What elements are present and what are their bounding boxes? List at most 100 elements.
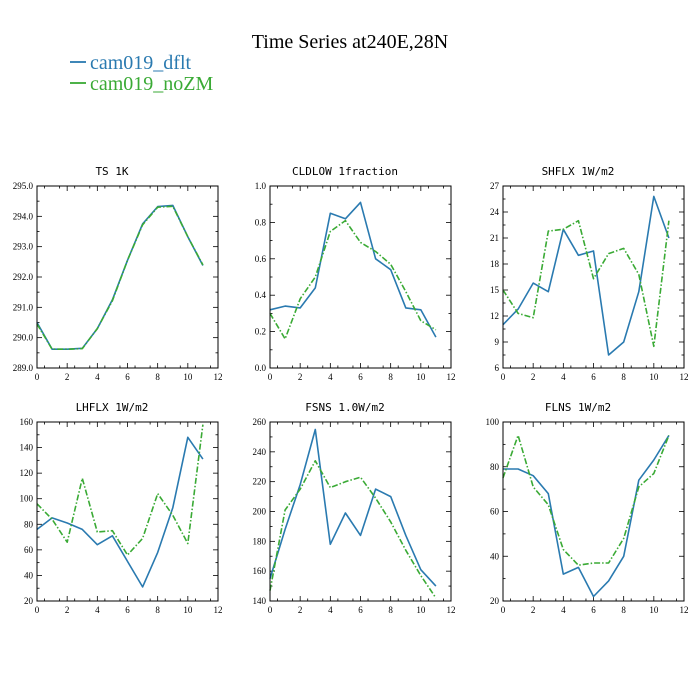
x-tick-label: 8 bbox=[155, 372, 160, 382]
y-tick-label: 294.0 bbox=[13, 211, 34, 221]
x-tick-label: 12 bbox=[447, 372, 456, 382]
y-tick-label: 0.8 bbox=[255, 217, 267, 227]
x-tick-label: 2 bbox=[298, 372, 303, 382]
y-tick-label: 18 bbox=[490, 259, 500, 269]
series-line-dflt bbox=[269, 428, 437, 587]
panel-6: FLNS 1W/m2 0 2 4 6 8 10 12 20 40 60 80 100 bbox=[486, 401, 689, 615]
y-tick-label: 291.0 bbox=[13, 302, 34, 312]
legend-item-nozm: cam019_noZM bbox=[70, 73, 214, 95]
series-line-nozm bbox=[502, 434, 670, 567]
x-tick-label: 6 bbox=[125, 372, 130, 382]
x-tick-label: 12 bbox=[680, 605, 689, 615]
x-tick-label: 10 bbox=[183, 372, 193, 382]
y-tick-label: 12 bbox=[490, 311, 499, 321]
series-line-nozm bbox=[36, 424, 204, 556]
x-tick-label: 4 bbox=[95, 605, 100, 615]
series-line-dflt bbox=[36, 204, 204, 351]
x-tick-label: 2 bbox=[65, 372, 70, 382]
y-tick-label: 120 bbox=[20, 468, 34, 478]
panel-title: CLDLOW 1fraction bbox=[292, 165, 398, 178]
x-tick-label: 0 bbox=[268, 605, 273, 615]
series-line-nozm bbox=[269, 219, 437, 340]
series-line-dflt bbox=[502, 195, 670, 356]
y-tick-label: 15 bbox=[490, 285, 500, 295]
legend-label-dflt: cam019_dflt bbox=[90, 52, 192, 74]
y-tick-label: 140 bbox=[20, 443, 34, 453]
x-tick-label: 4 bbox=[328, 605, 333, 615]
plot-frame bbox=[269, 185, 452, 369]
x-tick-label: 12 bbox=[214, 605, 223, 615]
y-tick-label: 260 bbox=[253, 417, 267, 427]
y-tick-label: 140 bbox=[253, 596, 267, 606]
x-tick-label: 6 bbox=[591, 372, 596, 382]
x-tick-label: 10 bbox=[649, 372, 659, 382]
y-tick-label: 0.0 bbox=[255, 363, 267, 373]
panel-1: TS 1K 0 2 4 6 8 10 12 289.0 290.0 291.0 292.0 293.0 2… bbox=[13, 165, 223, 382]
y-tick-label: 24 bbox=[490, 207, 500, 217]
x-tick-label: 10 bbox=[416, 605, 426, 615]
x-tick-label: 6 bbox=[591, 605, 596, 615]
y-tick-label: 100 bbox=[20, 494, 34, 504]
y-tick-label: 20 bbox=[490, 596, 500, 606]
legend: cam019_dflt cam019_noZM bbox=[70, 52, 214, 95]
panel-title: TS 1K bbox=[95, 165, 128, 178]
y-tick-label: 40 bbox=[490, 551, 500, 561]
x-tick-label: 12 bbox=[214, 372, 223, 382]
y-tick-label: 240 bbox=[253, 447, 267, 457]
y-tick-label: 9 bbox=[495, 337, 500, 347]
y-tick-label: 295.0 bbox=[13, 181, 34, 191]
y-tick-label: 1.0 bbox=[255, 181, 267, 191]
x-tick-label: 2 bbox=[65, 605, 70, 615]
x-tick-label: 8 bbox=[621, 605, 626, 615]
y-tick-label: 0.4 bbox=[255, 290, 267, 300]
plot-frame bbox=[269, 421, 452, 602]
x-tick-label: 0 bbox=[501, 372, 506, 382]
x-tick-label: 4 bbox=[561, 372, 566, 382]
panel-title: LHFLX 1W/m2 bbox=[76, 401, 149, 414]
x-tick-label: 4 bbox=[561, 605, 566, 615]
x-tick-label: 8 bbox=[621, 372, 626, 382]
x-tick-label: 2 bbox=[531, 372, 536, 382]
y-tick-label: 100 bbox=[486, 417, 500, 427]
series-line-dflt bbox=[269, 201, 437, 338]
series-line-dflt bbox=[503, 434, 670, 598]
x-tick-label: 0 bbox=[501, 605, 506, 615]
x-tick-label: 8 bbox=[388, 372, 393, 382]
x-tick-label: 0 bbox=[268, 372, 273, 382]
x-tick-label: 8 bbox=[155, 605, 160, 615]
y-tick-label: 80 bbox=[490, 462, 500, 472]
series-line-nozm bbox=[502, 219, 670, 348]
y-tick-label: 220 bbox=[253, 477, 267, 487]
plot-frame bbox=[36, 185, 219, 369]
x-tick-label: 2 bbox=[298, 605, 303, 615]
y-tick-label: 60 bbox=[490, 507, 500, 517]
y-tick-label: 6 bbox=[495, 363, 500, 373]
y-tick-label: 160 bbox=[253, 566, 267, 576]
panel-5: FSNS 1.0W/m2 0 2 4 6 8 10 12 140 160 180 200 220 240 2… bbox=[253, 401, 456, 615]
panel-4: LHFLX 1W/m2 0 2 4 6 8 10 12 20 40 60 80 100 120 140 160 bbox=[20, 401, 223, 615]
y-tick-label: 80 bbox=[24, 519, 34, 529]
panels: TS 1K0 2 4 6 8 10 12289.0290.0291.0292.0293.02… bbox=[13, 165, 689, 615]
plot-frame bbox=[502, 421, 685, 602]
y-tick-label: 20 bbox=[24, 596, 34, 606]
x-tick-label: 6 bbox=[125, 605, 130, 615]
y-tick-label: 21 bbox=[490, 233, 499, 243]
plot-frame bbox=[502, 185, 685, 369]
x-tick-label: 6 bbox=[358, 605, 363, 615]
y-tick-label: 0.6 bbox=[255, 254, 267, 264]
x-tick-label: 0 bbox=[35, 372, 40, 382]
y-tick-label: 292.0 bbox=[13, 272, 34, 282]
legend-item-dflt: cam019_dflt bbox=[70, 52, 192, 74]
x-tick-label: 12 bbox=[447, 605, 456, 615]
plot-frame bbox=[36, 421, 219, 602]
series-line-dflt bbox=[36, 436, 204, 588]
y-tick-label: 60 bbox=[24, 545, 34, 555]
panel-title: FSNS 1.0W/m2 bbox=[305, 401, 384, 414]
figure-title: Time Series at240E,28N bbox=[252, 31, 448, 53]
y-tick-label: 293.0 bbox=[13, 242, 34, 252]
y-tick-label: 0.2 bbox=[255, 327, 266, 337]
x-tick-label: 10 bbox=[649, 605, 659, 615]
panel-2: CLDLOW 1fraction 0 2 4 6 8 10 12 0.0 0.2 0.4 0.6 0.8… bbox=[255, 165, 456, 382]
